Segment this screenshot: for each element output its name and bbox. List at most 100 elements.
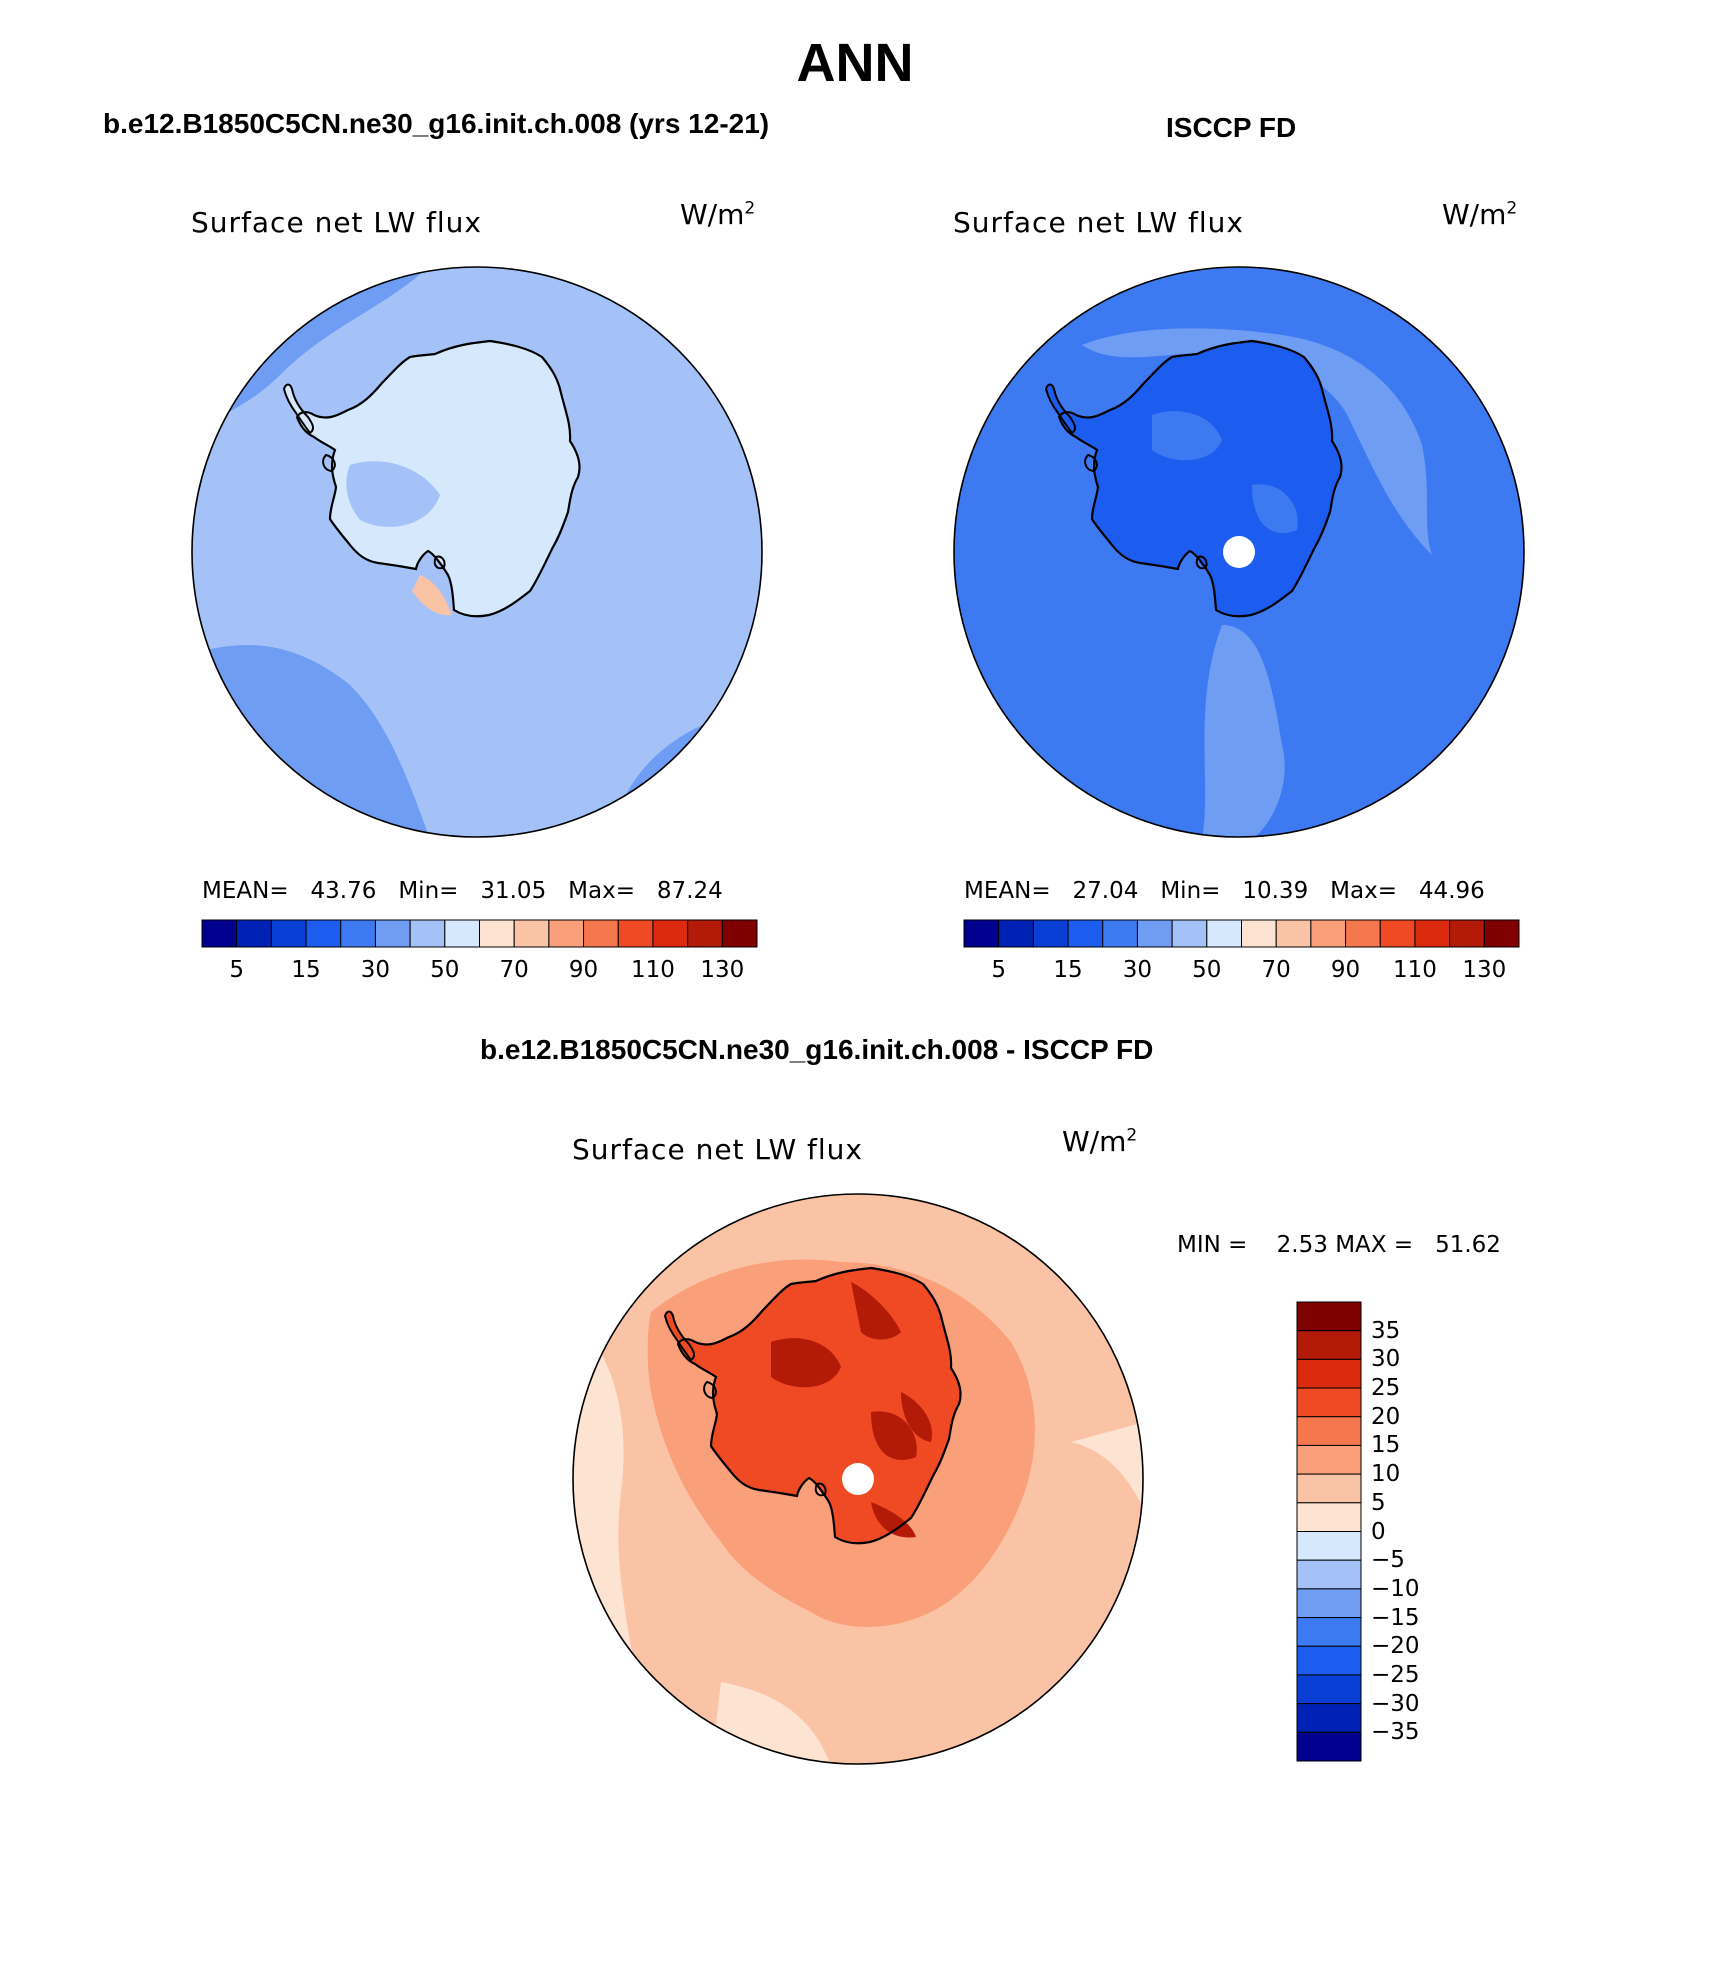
- colorbar-swatch: [1296, 1703, 1362, 1733]
- colorbar-tick-label: 15: [291, 957, 321, 983]
- peninsula-fill: [284, 384, 314, 433]
- colorbar-tick-label: 50: [430, 957, 460, 983]
- ice-shelf-outline: [1084, 453, 1098, 473]
- colorbar-tick-label: 15: [1053, 957, 1083, 983]
- colorbar-tick-label: 90: [568, 957, 599, 983]
- contour-region: [1152, 411, 1222, 461]
- panel-heading-obs: ISCCP FD: [1166, 112, 1297, 143]
- peninsula-fill: [665, 1311, 695, 1360]
- colorbar-swatch: [305, 919, 342, 948]
- contour-region: [1082, 328, 1432, 555]
- ice-shelf-outline: [703, 1380, 717, 1400]
- colorbar-tick-label: 30: [360, 957, 391, 983]
- ice-shelf-outline: [322, 453, 336, 473]
- plot-label-diff: Surface net LW flux: [572, 1133, 863, 1166]
- colorbar-swatch: [1296, 1588, 1362, 1619]
- colorbar-swatch: [1296, 1617, 1362, 1647]
- unit-label-obs: W/m2: [1442, 198, 1518, 231]
- colorbar-tick-label: −10: [1371, 1575, 1420, 1602]
- contour-region: [871, 1411, 917, 1460]
- colorbar-tick-label: 50: [1192, 957, 1222, 983]
- polar-map-model: [191, 266, 763, 838]
- antarctica-fill: [297, 341, 580, 617]
- colorbar-tick-label: −20: [1371, 1633, 1420, 1660]
- ice-shelf-outline: [814, 1482, 827, 1497]
- colorbar-tick-label: 5: [1371, 1489, 1386, 1516]
- colorbar-swatch: [1296, 1358, 1362, 1389]
- colorbar-swatch: [1136, 919, 1173, 948]
- contour-region: [871, 1502, 916, 1538]
- colorbar-swatch: [1296, 1473, 1362, 1504]
- polar-map-obs: [953, 266, 1525, 838]
- coastline: [1057, 339, 1343, 618]
- colorbar-swatch: [1296, 1674, 1362, 1705]
- colorbar-tick-label: 35: [1371, 1317, 1401, 1344]
- stats-diff: MIN = 2.53 MAX = 51.62: [1177, 1232, 1501, 1258]
- colorbar-tick-label: 5: [991, 957, 1007, 983]
- unit-label-diff: W/m2: [1062, 1125, 1138, 1158]
- coastline-peninsula: [1044, 383, 1077, 435]
- colorbar-tick-label: 70: [499, 957, 529, 983]
- ice-shelf-outline: [433, 555, 446, 570]
- coastline: [676, 1266, 962, 1545]
- colorbar-swatch: [270, 919, 307, 948]
- colorbar-swatch: [1275, 919, 1312, 948]
- colorbar-swatch: [1296, 1330, 1362, 1360]
- colorbar-diff: [1296, 1301, 1362, 1762]
- colorbar-swatch: [409, 919, 446, 948]
- colorbar-tick-label: 130: [700, 957, 745, 983]
- antarctica-fill: [1059, 341, 1342, 617]
- contour-region: [346, 461, 440, 527]
- map-boundary: [572, 1193, 1144, 1765]
- colorbar-swatch: [1296, 1416, 1362, 1446]
- coastline-peninsula: [282, 383, 315, 435]
- colorbar-swatch: [721, 919, 758, 948]
- colorbar-swatch: [1345, 919, 1381, 948]
- stats-model: MEAN= 43.76 Min= 31.05 Max= 87.24: [202, 878, 723, 904]
- map-field: [573, 1194, 1143, 1764]
- colorbar-swatch: [374, 919, 411, 948]
- colorbar-tick-label: 30: [1371, 1346, 1401, 1373]
- colorbar-tick-label: −25: [1371, 1661, 1420, 1688]
- colorbar-swatch: [1296, 1731, 1362, 1762]
- colorbar-tick-label: 110: [630, 957, 675, 983]
- colorbar-swatch: [1310, 919, 1347, 948]
- colorbar-swatch: [652, 919, 689, 948]
- colorbar-obs: [963, 919, 1520, 948]
- colorbar-swatch: [687, 919, 723, 948]
- colorbar-swatch: [1296, 1301, 1362, 1332]
- peninsula-fill: [1046, 384, 1076, 433]
- colorbar-swatch: [236, 919, 272, 948]
- colorbar-swatch: [1032, 919, 1069, 948]
- colorbar-tick-label: 70: [1261, 957, 1291, 983]
- contour-region: [771, 1338, 841, 1388]
- pole-mask: [842, 1463, 874, 1495]
- contour-region: [1071, 1422, 1143, 1512]
- stats-obs: MEAN= 27.04 Min= 10.39 Max= 44.96: [964, 878, 1485, 904]
- colorbar-swatch: [998, 919, 1034, 948]
- contour-region: [851, 1282, 901, 1340]
- unit-label-model: W/m2: [680, 198, 756, 231]
- coastline: [295, 339, 581, 618]
- colorbar-swatch: [1379, 919, 1416, 948]
- colorbar-swatch: [1241, 919, 1277, 948]
- coastline-peninsula: [663, 1310, 696, 1362]
- colorbar-tick-label: 30: [1122, 957, 1153, 983]
- plot-label-obs: Surface net LW flux: [953, 206, 1244, 239]
- colorbar-tick-label: 130: [1462, 957, 1507, 983]
- main-title: ANN: [796, 33, 914, 93]
- colorbar-tick-label: 20: [1371, 1403, 1401, 1430]
- colorbar-tick-label: 90: [1330, 957, 1361, 983]
- colorbar-swatch: [1296, 1502, 1362, 1532]
- colorbar-tick-label: −35: [1371, 1719, 1420, 1746]
- colorbar-tick-label: 10: [1371, 1461, 1401, 1488]
- colorbar-swatch: [1483, 919, 1520, 948]
- colorbar-swatch: [617, 919, 654, 948]
- colorbar-swatch: [444, 919, 480, 948]
- colorbar-swatch: [1296, 1531, 1362, 1561]
- colorbar-swatch: [513, 919, 550, 948]
- colorbar-swatch: [548, 919, 585, 948]
- colorbar-tick-label: −5: [1371, 1547, 1405, 1574]
- contour-region: [901, 1392, 932, 1442]
- colorbar-swatch: [963, 919, 1000, 948]
